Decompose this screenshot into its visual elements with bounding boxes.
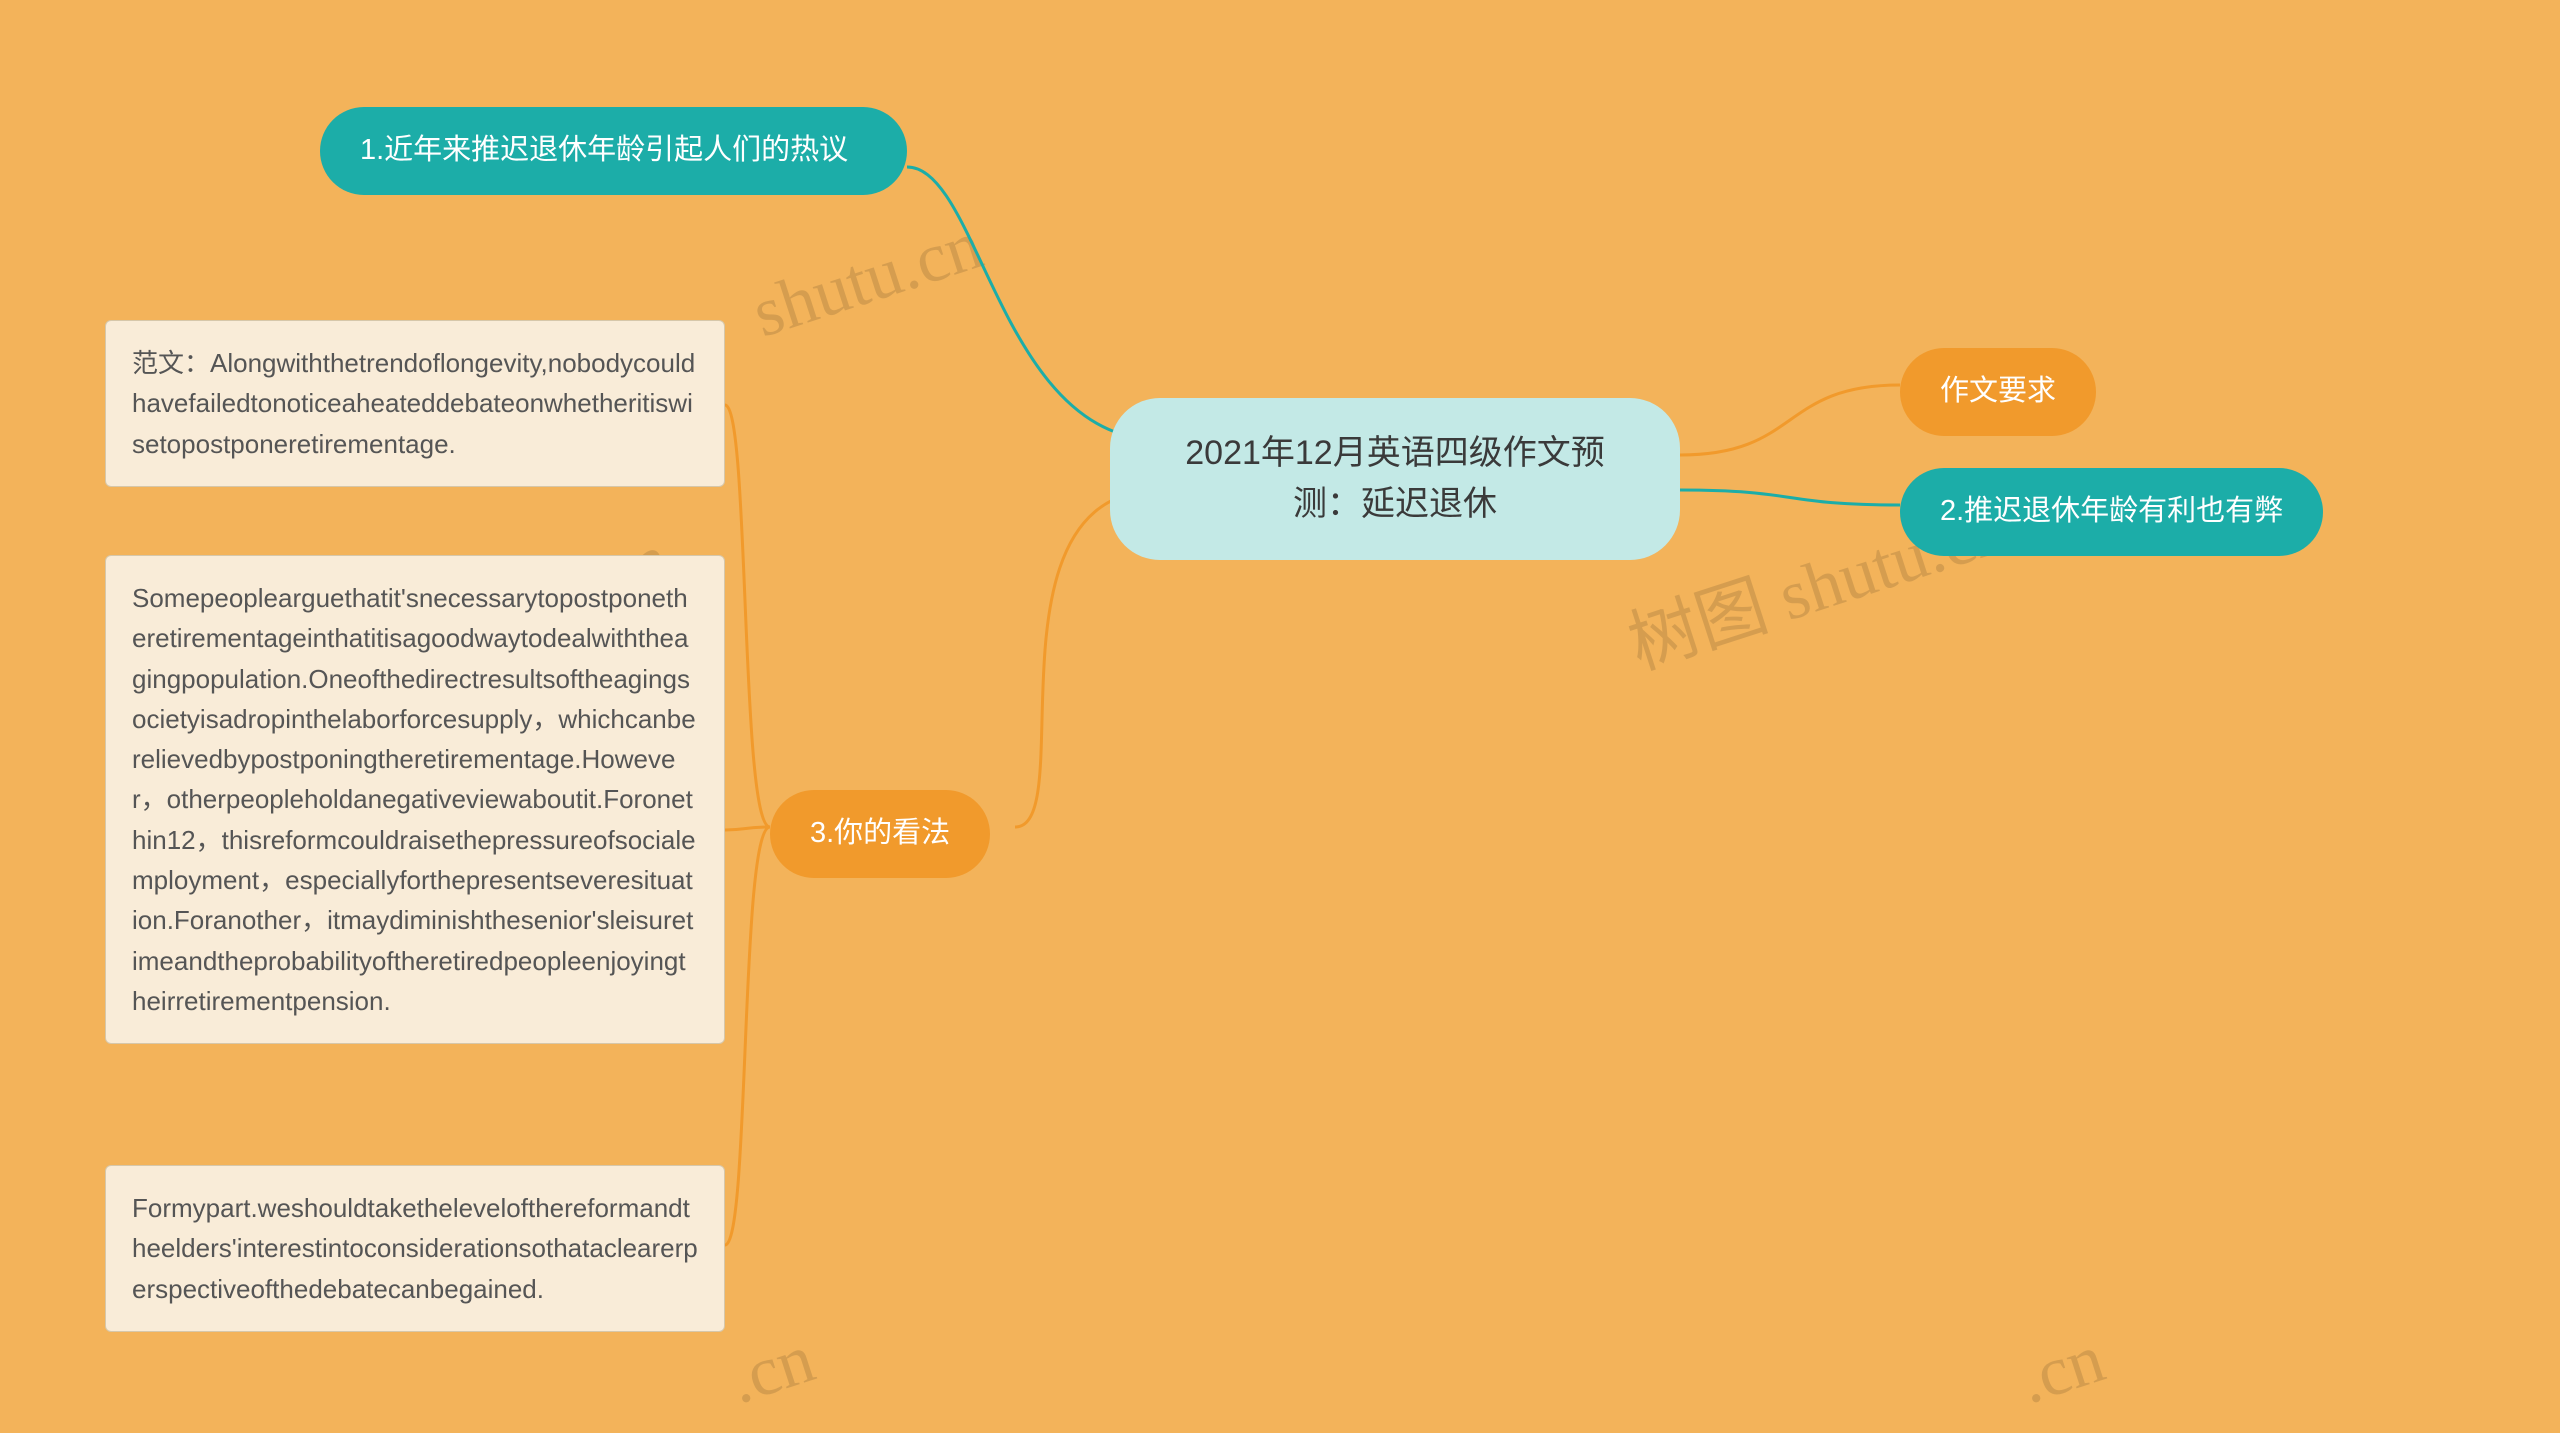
branch-node-1[interactable]: 1.近年来推迟退休年龄引起人们的热议 [320, 107, 907, 195]
branch-label: 1.近年来推迟退休年龄引起人们的热议 [360, 134, 848, 166]
note-box-2[interactable]: Somepeoplearguethatit'snecessarytopostpo… [105, 555, 725, 1044]
central-topic-text: 2021年12月英语四级作文预测：延迟退休 [1185, 434, 1604, 523]
branch-node-2[interactable]: 2.推迟退休年龄有利也有弊 [1900, 468, 2323, 556]
note-text: Formypart.weshouldtaketheleveloftherefor… [132, 1193, 698, 1304]
central-topic[interactable]: 2021年12月英语四级作文预测：延迟退休 [1110, 398, 1680, 560]
note-text: Somepeoplearguethatit'snecessarytopostpo… [132, 583, 696, 1016]
branch-node-3[interactable]: 3.你的看法 [770, 790, 990, 878]
branch-label: 2.推迟退休年龄有利也有弊 [1940, 495, 2283, 527]
note-text: 范文：Alongwiththetrendoflongevity,nobodyco… [132, 348, 695, 459]
branch-label: 3.你的看法 [810, 817, 950, 849]
watermark: shutu.cn [743, 206, 991, 355]
watermark: .cn [720, 1319, 824, 1421]
branch-node-requirement[interactable]: 作文要求 [1900, 348, 2096, 436]
note-box-1[interactable]: 范文：Alongwiththetrendoflongevity,nobodyco… [105, 320, 725, 487]
watermark: .cn [2010, 1319, 2114, 1421]
branch-label: 作文要求 [1940, 375, 2056, 407]
note-box-3[interactable]: Formypart.weshouldtaketheleveloftherefor… [105, 1165, 725, 1332]
